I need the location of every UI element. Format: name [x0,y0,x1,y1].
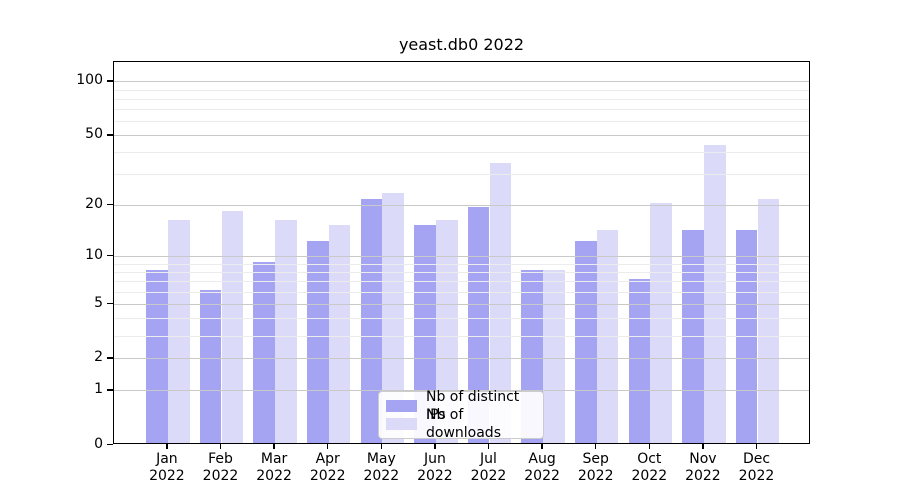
gridline-major [114,205,809,207]
x-tick-mark [487,444,490,449]
y-tick-mark [107,302,113,305]
bar-downloads-may [382,192,405,443]
bar-distinct-ips-jan [146,269,168,443]
gridline-minor [114,281,809,283]
legend: Nb of distinct IPs Nb of downloads [378,389,544,441]
bar-distinct-ips-jun [414,224,436,443]
gridline-minor [114,109,809,111]
bar-downloads-jun [435,219,458,443]
plot-area [113,61,810,444]
y-tick-label: 2 [94,349,103,366]
bar-downloads-jan [167,219,190,443]
bar-distinct-ips-oct [628,279,651,443]
bar-distinct-ips-jul [467,206,490,443]
bar-downloads-apr [328,224,351,443]
x-tick-mark [273,444,275,449]
x-tick-label: Dec 2022 [738,451,775,484]
gridline-major [114,135,809,137]
x-tick-label: Jul 2022 [470,451,507,484]
bar-downloads-nov [703,144,726,443]
x-tick-label: May 2022 [363,451,400,484]
y-tick-label: 5 [94,294,103,311]
gridline-minor [114,98,809,100]
gridline-minor [114,335,809,337]
y-tick-mark [107,255,113,257]
gridline-major [114,256,809,258]
x-tick-mark [380,444,382,449]
gridline-minor [114,263,809,265]
gridline-major [114,81,809,83]
chart-title: yeast.db0 2022 [398,35,525,54]
x-tick-mark [434,444,436,449]
x-tick-label: Jan 2022 [149,451,185,484]
x-tick-mark [702,444,704,449]
gridline-minor [114,291,809,293]
x-tick-label: Oct 2022 [631,451,668,484]
y-tick-mark [107,204,113,206]
x-tick-label: Sep 2022 [577,451,614,484]
gridline-major [114,358,809,360]
x-tick-label: Jun 2022 [417,451,453,484]
bar-distinct-ips-apr [306,240,329,443]
bar-downloads-mar [275,219,297,443]
x-tick-label: Feb 2022 [202,451,239,484]
bar-downloads-feb [221,210,244,443]
bar-distinct-ips-feb [199,289,222,443]
x-tick-mark [648,444,650,449]
gridline-minor [114,174,809,176]
legend-label-downloads: Nb of downloads [426,407,501,441]
legend-swatch-downloads [386,418,417,430]
x-tick-mark [166,444,168,449]
gridline-minor [114,271,809,273]
y-tick-label: 100 [76,72,103,89]
gridline-major [114,390,809,392]
y-tick-mark [107,357,113,359]
legend-item-distinct-ips: Nb of distinct IPs [386,389,536,423]
x-tick-label: Aug 2022 [524,451,560,484]
x-tick-label: Nov 2022 [685,451,721,484]
y-tick-label: 10 [85,247,103,264]
gridline-major [114,303,809,305]
x-tick-mark [755,444,758,449]
bar-downloads-oct [650,203,673,443]
bar-distinct-ips-may [360,199,383,443]
x-tick-label: Apr 2022 [309,451,346,484]
y-tick-mark [107,134,113,136]
gridline-minor [114,121,809,123]
x-tick-mark [219,444,222,449]
bar-distinct-ips-sep [574,240,597,443]
gridline-minor [114,318,809,320]
x-tick-label: Mar 2022 [256,451,292,484]
y-tick-mark [107,389,113,391]
bar-distinct-ips-mar [253,261,276,443]
legend-item-downloads: Nb of downloads [386,407,536,441]
bar-downloads-aug [543,269,565,443]
gridline-minor [114,152,809,154]
gridline-minor [114,89,809,91]
x-tick-mark [327,444,329,449]
x-tick-mark [595,444,597,449]
bar-downloads-jul [489,162,512,443]
x-tick-mark [541,444,543,449]
y-tick-mark [107,80,113,82]
y-tick-label: 50 [85,126,103,143]
legend-label-distinct-ips: Nb of distinct IPs [426,389,520,423]
y-tick-label: 20 [85,196,103,213]
bar-downloads-dec [757,199,780,443]
y-tick-label: 1 [94,381,103,398]
y-tick-mark [107,444,113,446]
y-tick-label: 0 [94,436,103,452]
legend-swatch-distinct-ips [386,400,417,412]
